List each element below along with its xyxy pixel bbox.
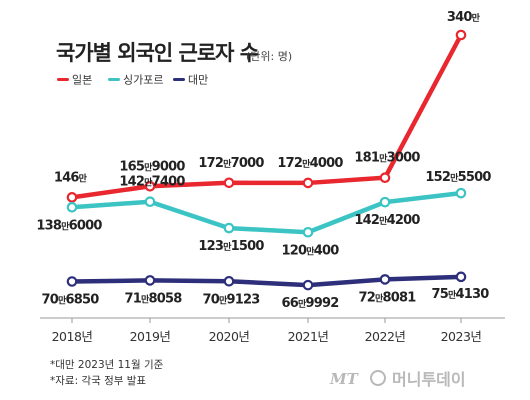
chart-title: 국가별 외국인 근로자 수 <box>56 41 259 65</box>
data-label-singapore: 138만6000 <box>36 218 102 233</box>
chart-unit: (단위: 명) <box>246 50 292 63</box>
data-label-japan: 340만 <box>447 10 481 25</box>
data-point-singapore <box>302 226 314 238</box>
x-tick-label: 2019년 <box>130 329 171 344</box>
data-point-singapore <box>144 196 156 208</box>
data-point-taiwan <box>455 271 467 283</box>
series-layer: 146만 165만9000 172만7000 172만4000 181만3000 340만… <box>36 10 492 311</box>
data-point-japan <box>66 192 78 203</box>
data-label-taiwan: 66만9992 <box>282 296 339 311</box>
data-point-taiwan <box>144 275 156 286</box>
data-label-taiwan: 75만4130 <box>432 287 490 302</box>
x-tick-label: 2023년 <box>441 329 482 344</box>
data-label-taiwan: 72만8081 <box>359 290 417 305</box>
data-label-singapore: 152만5500 <box>425 170 491 185</box>
data-label-singapore: 142만4200 <box>354 213 420 228</box>
data-point-japan <box>379 172 391 184</box>
series-line-singapore <box>69 190 464 235</box>
legend-label-japan: 일본 <box>72 73 92 87</box>
data-label-taiwan: 70만9123 <box>203 292 261 307</box>
x-tick-label: 2021년 <box>288 329 329 344</box>
series-line-taiwan <box>69 274 464 288</box>
data-label-japan: 172만4000 <box>277 156 343 171</box>
data-label-japan: 165만9000 <box>119 159 185 174</box>
data-point-singapore <box>66 201 78 213</box>
watermark-mark: MT <box>329 370 360 388</box>
footnote-1: *대만 2023년 11월 기준 <box>50 359 164 371</box>
data-point-singapore <box>379 196 391 208</box>
data-point-singapore <box>455 187 467 199</box>
watermark: MT 머니투데이 <box>329 370 466 389</box>
data-label-singapore: 120만400 <box>282 243 340 258</box>
data-label-japan: 172만7000 <box>198 156 264 171</box>
data-label-taiwan: 70만6850 <box>42 292 100 307</box>
legend-label-singapore: 싱가포르 <box>123 74 163 87</box>
x-tick-label: 2020년 <box>209 329 250 344</box>
data-point-taiwan <box>223 275 235 287</box>
data-label-singapore: 142만7400 <box>119 175 185 190</box>
legend-swatch-taiwan <box>173 78 185 81</box>
legend: 일본 싱가포르 대만 <box>57 73 208 87</box>
data-point-taiwan <box>302 279 314 291</box>
legend-swatch-japan <box>57 78 69 81</box>
footnote-2: *자료: 각국 정부 발표 <box>50 375 146 387</box>
data-point-japan <box>302 177 314 189</box>
x-tick-label: 2018년 <box>52 329 93 344</box>
data-point-singapore <box>223 222 235 234</box>
data-label-singapore: 123만1500 <box>198 239 264 254</box>
data-point-japan <box>144 180 156 192</box>
data-point-japan <box>223 177 235 189</box>
watermark-logo-icon <box>370 370 386 386</box>
data-point-taiwan <box>379 274 391 285</box>
legend-swatch-singapore <box>108 78 120 81</box>
x-axis-ticks: 2018년 2019년 2020년 2021년 2022년 2023년 <box>52 318 482 344</box>
data-label-japan: 181만3000 <box>354 151 420 166</box>
data-point-japan <box>455 29 467 41</box>
data-label-taiwan: 71만8058 <box>125 291 183 306</box>
series-line-japan <box>69 32 464 200</box>
legend-label-taiwan: 대만 <box>188 74 208 87</box>
watermark-name: 머니투데이 <box>392 370 466 389</box>
data-point-taiwan <box>66 276 78 287</box>
x-tick-label: 2022년 <box>365 329 406 344</box>
data-label-japan: 146만 <box>54 170 88 185</box>
